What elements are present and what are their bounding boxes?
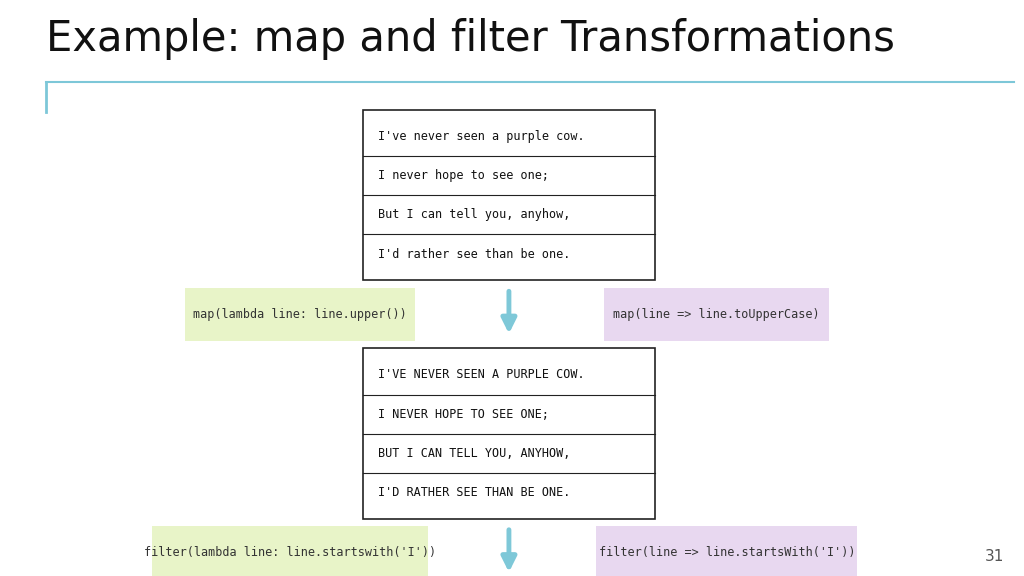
Text: filter(lambda line: line.startswith('I')): filter(lambda line: line.startswith('I')… <box>144 547 436 559</box>
Text: 31: 31 <box>985 549 1004 564</box>
Text: map(lambda line: line.upper()): map(lambda line: line.upper()) <box>194 308 407 321</box>
Bar <box>364 110 655 281</box>
Text: I never hope to see one;: I never hope to see one; <box>379 169 549 182</box>
Text: I'VE NEVER SEEN A PURPLE COW.: I'VE NEVER SEEN A PURPLE COW. <box>379 369 585 381</box>
Text: Example: map and filter Transformations: Example: map and filter Transformations <box>46 18 895 60</box>
Bar <box>184 288 416 341</box>
Bar <box>604 288 829 341</box>
Text: But I can tell you, anyhow,: But I can tell you, anyhow, <box>379 209 570 221</box>
Text: map(line => line.toUpperCase): map(line => line.toUpperCase) <box>613 308 820 321</box>
Text: I'd rather see than be one.: I'd rather see than be one. <box>379 248 570 260</box>
Text: BUT I CAN TELL YOU, ANYHOW,: BUT I CAN TELL YOU, ANYHOW, <box>379 447 570 460</box>
Bar <box>364 348 655 519</box>
Text: I've never seen a purple cow.: I've never seen a purple cow. <box>379 130 585 143</box>
Text: I NEVER HOPE TO SEE ONE;: I NEVER HOPE TO SEE ONE; <box>379 408 549 420</box>
Bar <box>596 526 857 576</box>
Text: I'D RATHER SEE THAN BE ONE.: I'D RATHER SEE THAN BE ONE. <box>379 486 570 499</box>
Text: filter(line => line.startsWith('I')): filter(line => line.startsWith('I')) <box>599 547 855 559</box>
Bar <box>152 526 428 576</box>
